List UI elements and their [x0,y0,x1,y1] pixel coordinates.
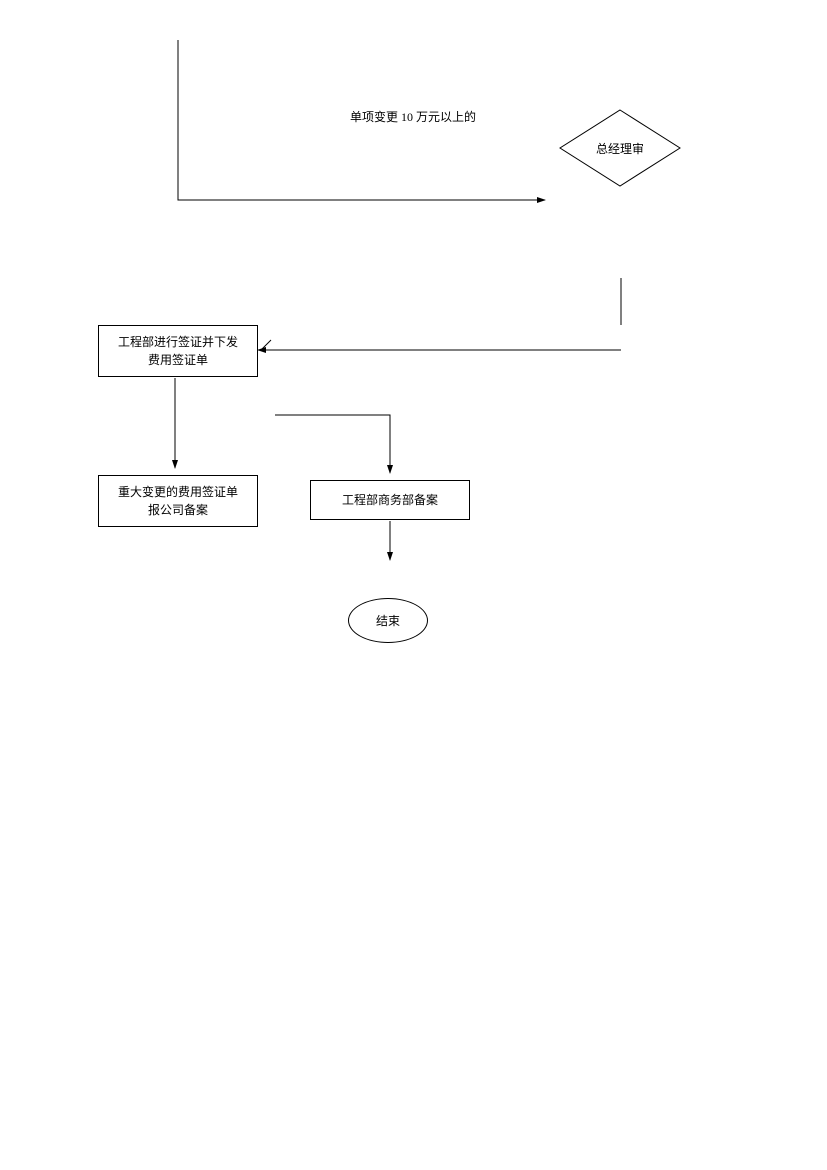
edge-slant-connector [261,340,271,350]
process-sign-line2: 费用签证单 [118,351,238,369]
flowchart-container: 单项变更 10 万元以上的 总经理审 工程部进行签证并下发 费用签证单 重大变更… [0,0,827,1170]
process-record-label: 工程部商务部备案 [342,491,438,509]
decision-gm-label: 总经理审 [590,140,650,158]
process-major-box: 重大变更的费用签证单 报公司备案 [98,475,258,527]
terminator-end-box: 结束 [348,598,428,643]
terminator-end-label: 结束 [376,612,400,629]
process-major-line2: 报公司备案 [118,501,238,519]
edge-label-condition: 单项变更 10 万元以上的 [350,108,476,125]
process-record-box: 工程部商务部备案 [310,480,470,520]
process-sign-box: 工程部进行签证并下发 费用签证单 [98,325,258,377]
edge-to-process-record [275,415,390,473]
process-major-line1: 重大变更的费用签证单 [118,483,238,501]
flowchart-edges [0,0,827,1170]
process-sign-line1: 工程部进行签证并下发 [118,333,238,351]
